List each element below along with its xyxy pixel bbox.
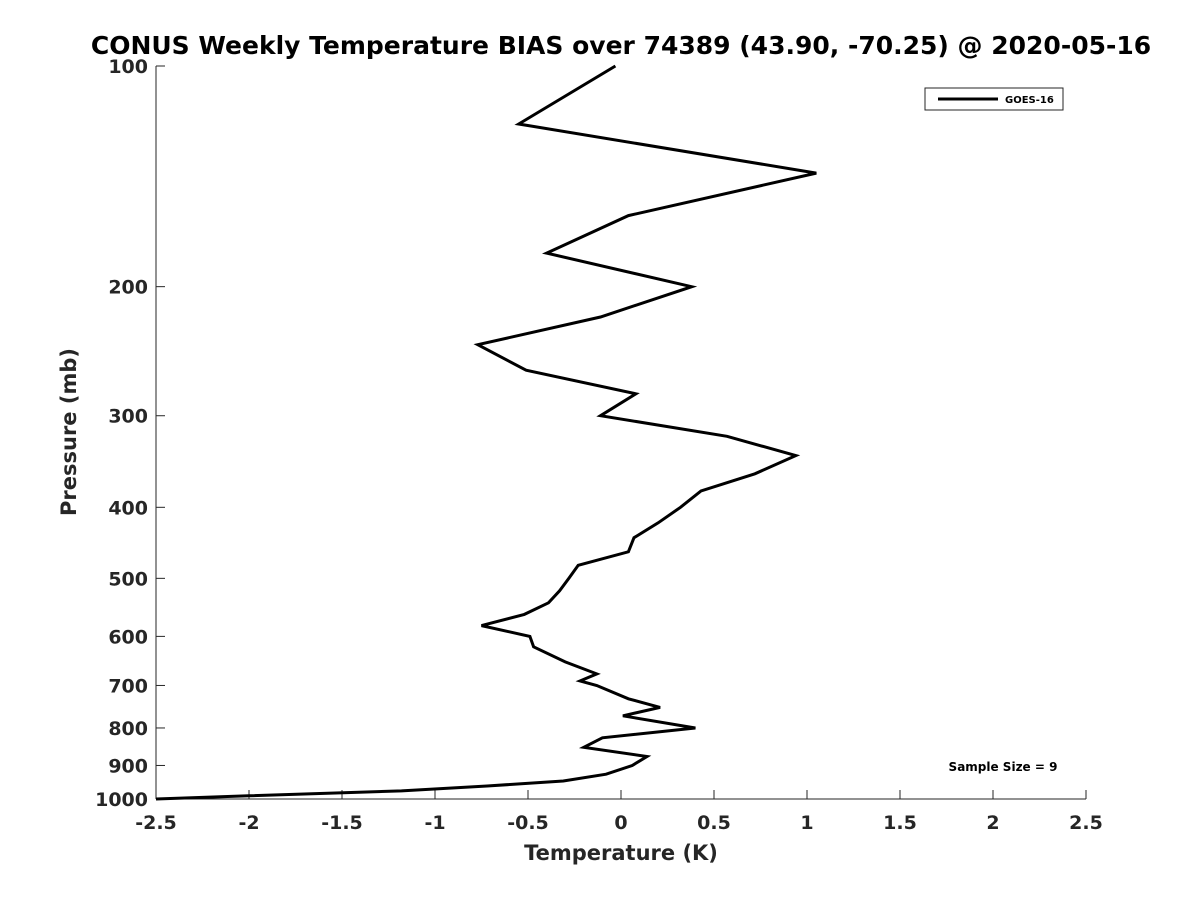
y-tick-label: 100	[108, 56, 148, 78]
series-layer	[155, 64, 817, 801]
legend-label-goes-16: GOES-16	[1005, 95, 1054, 106]
y-tick-label: 900	[108, 755, 148, 777]
x-tick-label: -1	[424, 812, 445, 834]
y-tick-label: 800	[108, 718, 148, 740]
x-tick-label: 2	[986, 812, 999, 834]
y-tick-label: 700	[108, 675, 148, 697]
y-axis-ticks: 100 200 300 400 500 600 700 800 900 1000	[95, 56, 165, 811]
legend: GOES-16	[924, 87, 1064, 111]
x-tick-label: 1	[800, 812, 813, 834]
chart-title: CONUS Weekly Temperature BIAS over 74389…	[91, 31, 1151, 60]
y-tick-label: 200	[108, 277, 148, 299]
y-tick-label: 300	[108, 406, 148, 428]
x-tick-label: 1.5	[883, 812, 917, 834]
x-tick-label: 0	[614, 812, 627, 834]
x-tick-label: -1.5	[321, 812, 363, 834]
y-tick-label: 500	[108, 568, 148, 590]
y-tick-label: 1000	[95, 789, 148, 811]
y-axis-label: Pressure (mb)	[57, 348, 81, 516]
x-axis-label: Temperature (K)	[524, 841, 718, 865]
sample-size-annotation: Sample Size = 9	[949, 760, 1058, 774]
series-line-goes-16	[155, 64, 817, 801]
x-tick-label: 2.5	[1069, 812, 1103, 834]
y-tick-label: 600	[108, 626, 148, 648]
x-tick-label: -2.5	[135, 812, 177, 834]
x-tick-label: 0.5	[697, 812, 731, 834]
x-tick-label: -0.5	[507, 812, 549, 834]
y-tick-label: 400	[108, 497, 148, 519]
x-tick-label: -2	[238, 812, 259, 834]
x-axis-ticks: -2.5 -2 -1.5 -1 -0.5 0 0.5 1 1.5 2 2.5	[135, 790, 1103, 834]
